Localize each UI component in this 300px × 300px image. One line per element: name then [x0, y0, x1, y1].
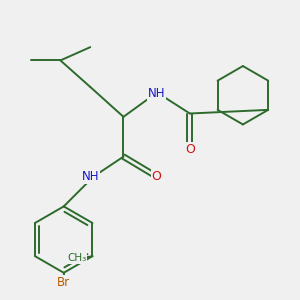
Text: NH: NH — [148, 87, 165, 100]
Text: CH₃: CH₃ — [67, 253, 86, 263]
Text: O: O — [185, 143, 195, 157]
Text: Br: Br — [57, 276, 70, 289]
Text: NH: NH — [82, 170, 99, 183]
Text: O: O — [152, 170, 162, 183]
